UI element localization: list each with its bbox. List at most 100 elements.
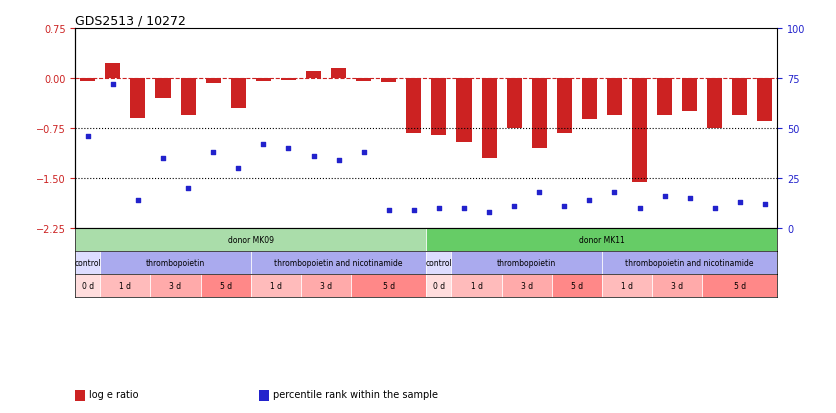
- Text: thrombopoietin and nicotinamide: thrombopoietin and nicotinamide: [625, 259, 754, 268]
- FancyBboxPatch shape: [426, 252, 451, 275]
- FancyBboxPatch shape: [251, 275, 301, 297]
- Bar: [381, 79, 396, 83]
- Bar: [80, 79, 95, 82]
- Point: [156, 156, 170, 162]
- Bar: [206, 79, 221, 84]
- Point: [81, 133, 94, 140]
- Bar: [707, 79, 722, 129]
- Text: log e ratio: log e ratio: [89, 389, 138, 399]
- Point: [708, 206, 721, 212]
- Point: [558, 204, 571, 210]
- Text: donor MK11: donor MK11: [579, 236, 624, 245]
- Point: [633, 206, 646, 212]
- Bar: [532, 79, 547, 149]
- Bar: [356, 79, 371, 81]
- Bar: [431, 79, 446, 135]
- Bar: [456, 79, 472, 142]
- Bar: [757, 79, 772, 122]
- Point: [733, 199, 747, 206]
- FancyBboxPatch shape: [201, 275, 251, 297]
- FancyBboxPatch shape: [602, 252, 777, 275]
- Point: [608, 190, 621, 196]
- Text: 5 d: 5 d: [383, 281, 395, 290]
- Point: [332, 157, 345, 164]
- Point: [106, 82, 120, 88]
- Text: thrombopoietin: thrombopoietin: [146, 259, 205, 268]
- Point: [382, 207, 395, 214]
- Text: 1 d: 1 d: [120, 281, 131, 290]
- FancyBboxPatch shape: [75, 252, 100, 275]
- FancyBboxPatch shape: [502, 275, 552, 297]
- FancyBboxPatch shape: [100, 275, 150, 297]
- Text: GDS2513 / 10272: GDS2513 / 10272: [75, 15, 186, 28]
- Bar: [406, 79, 421, 133]
- Text: 0 d: 0 d: [433, 281, 445, 290]
- Text: control: control: [74, 259, 101, 268]
- Point: [131, 197, 145, 204]
- FancyBboxPatch shape: [451, 252, 602, 275]
- Text: 3 d: 3 d: [170, 281, 181, 290]
- Point: [457, 206, 471, 212]
- Point: [507, 204, 521, 210]
- Bar: [632, 79, 647, 182]
- FancyBboxPatch shape: [100, 252, 251, 275]
- FancyBboxPatch shape: [426, 275, 451, 297]
- FancyBboxPatch shape: [652, 275, 702, 297]
- Text: percentile rank within the sample: percentile rank within the sample: [273, 389, 437, 399]
- Point: [307, 154, 320, 160]
- FancyBboxPatch shape: [301, 275, 351, 297]
- Point: [432, 206, 446, 212]
- Bar: [482, 79, 497, 159]
- FancyBboxPatch shape: [426, 229, 777, 252]
- Text: 5 d: 5 d: [571, 281, 583, 290]
- Bar: [607, 79, 622, 116]
- Text: 3 d: 3 d: [671, 281, 683, 290]
- Point: [257, 142, 270, 148]
- Point: [206, 150, 220, 156]
- Point: [583, 197, 596, 204]
- Bar: [105, 64, 120, 79]
- FancyBboxPatch shape: [702, 275, 777, 297]
- Bar: [306, 72, 321, 79]
- Text: 5 d: 5 d: [220, 281, 232, 290]
- FancyBboxPatch shape: [602, 275, 652, 297]
- Text: 0 d: 0 d: [82, 281, 94, 290]
- Text: 1 d: 1 d: [621, 281, 633, 290]
- Bar: [557, 79, 572, 133]
- Bar: [507, 79, 522, 129]
- Point: [232, 166, 245, 172]
- Bar: [281, 79, 296, 81]
- Point: [533, 190, 546, 196]
- Bar: [657, 79, 672, 116]
- Point: [482, 209, 496, 216]
- Text: 5 d: 5 d: [734, 281, 746, 290]
- Text: 3 d: 3 d: [521, 281, 533, 290]
- Text: thrombopoietin: thrombopoietin: [497, 259, 556, 268]
- Bar: [155, 79, 171, 99]
- Point: [407, 207, 421, 214]
- Text: donor MK09: donor MK09: [227, 236, 274, 245]
- Bar: [582, 79, 597, 120]
- Bar: [130, 79, 145, 119]
- Bar: [181, 79, 196, 116]
- Text: 3 d: 3 d: [320, 281, 332, 290]
- Point: [282, 145, 295, 152]
- FancyBboxPatch shape: [75, 229, 426, 252]
- Bar: [331, 69, 346, 79]
- Bar: [682, 79, 697, 112]
- Text: 1 d: 1 d: [471, 281, 482, 290]
- Text: thrombopoietin and nicotinamide: thrombopoietin and nicotinamide: [274, 259, 403, 268]
- Point: [357, 150, 370, 156]
- Point: [683, 195, 696, 202]
- Point: [658, 194, 671, 200]
- Point: [181, 185, 195, 192]
- Bar: [231, 79, 246, 109]
- Bar: [256, 79, 271, 82]
- Bar: [732, 79, 747, 116]
- Text: 1 d: 1 d: [270, 281, 282, 290]
- Point: [758, 202, 772, 208]
- Text: control: control: [426, 259, 452, 268]
- FancyBboxPatch shape: [552, 275, 602, 297]
- FancyBboxPatch shape: [451, 275, 502, 297]
- FancyBboxPatch shape: [351, 275, 426, 297]
